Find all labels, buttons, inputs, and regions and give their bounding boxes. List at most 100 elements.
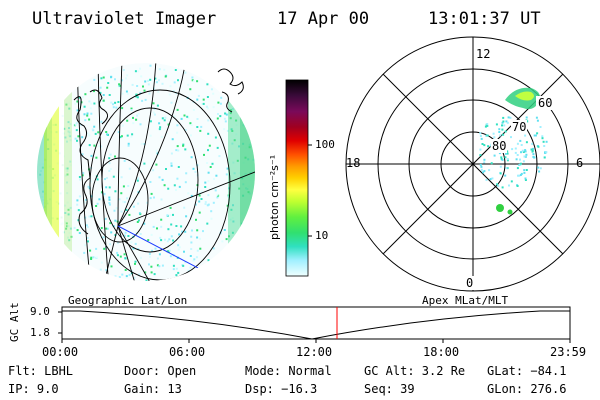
emission-speck: [149, 181, 152, 183]
emission-speck: [180, 117, 183, 120]
polar-emission: [479, 116, 548, 189]
emission-speck: [499, 134, 502, 137]
emission-speck: [140, 256, 142, 259]
emission-speck: [189, 255, 192, 257]
emission-speck: [100, 261, 103, 264]
emission-speck: [204, 186, 207, 188]
emission-speck: [531, 142, 534, 145]
emission-speck: [109, 168, 112, 170]
emission-speck: [89, 180, 92, 183]
emission-speck: [156, 104, 159, 107]
emission-speck: [106, 227, 109, 230]
emission-speck: [511, 148, 514, 151]
emission-speck: [216, 193, 219, 196]
emission-speck: [213, 178, 215, 180]
emission-speck: [83, 105, 86, 108]
emission-speck: [84, 119, 87, 122]
emission-speck: [182, 264, 185, 267]
emission-speck: [207, 180, 210, 183]
emission-speck: [502, 120, 505, 123]
emission-speck: [502, 116, 505, 119]
emission-speck: [226, 167, 229, 170]
emission-speck: [125, 209, 128, 211]
emission-speck: [198, 194, 201, 197]
emission-speck: [199, 129, 202, 132]
emission-speck: [216, 146, 219, 149]
emission-speck: [161, 117, 164, 120]
emission-speck: [83, 251, 86, 254]
emission-speck: [199, 247, 202, 250]
emission-speck: [196, 126, 199, 128]
emission-speck: [225, 113, 228, 116]
emission-speck: [166, 214, 169, 217]
emission-speck: [502, 133, 505, 136]
emission-speck: [95, 205, 98, 207]
emission-speck: [504, 130, 507, 133]
emission-speck: [86, 226, 89, 229]
mlt-label-0: 0: [466, 276, 474, 290]
emission-speck: [203, 153, 205, 156]
emission-speck: [480, 165, 483, 168]
emission-speck: [214, 187, 217, 190]
emission-speck: [126, 92, 129, 95]
emission-speck: [98, 227, 101, 230]
emission-speck: [150, 271, 153, 274]
emission-speck: [524, 177, 527, 180]
emission-speck: [138, 273, 140, 276]
emission-speck: [154, 113, 156, 116]
emission-speck: [486, 123, 489, 126]
emission-speck: [123, 159, 126, 162]
emission-speck: [178, 185, 181, 188]
emission-speck: [137, 177, 140, 180]
emission-speck: [119, 84, 122, 87]
emission-speck: [178, 246, 181, 249]
emission-speck: [196, 229, 199, 232]
emission-speck: [126, 74, 129, 77]
emission-speck: [163, 184, 166, 187]
emission-speck: [184, 261, 187, 264]
emission-speck: [510, 180, 513, 183]
emission-speck: [105, 177, 108, 179]
emission-speck: [210, 210, 213, 213]
mlt-label-6: 6: [576, 156, 584, 170]
emission-speck: [503, 124, 506, 127]
mlt-label-12: 12: [476, 47, 491, 61]
emission-speck: [480, 137, 483, 140]
emission-speck: [189, 266, 192, 269]
emission-speck: [115, 106, 118, 109]
emission-speck: [125, 77, 127, 80]
emission-speck: [218, 155, 221, 158]
emission-speck: [210, 88, 213, 91]
emission-speck: [215, 174, 218, 177]
emission-speck: [202, 230, 204, 233]
emission-speck: [98, 144, 101, 147]
emission-speck: [96, 178, 99, 181]
emission-speck: [130, 241, 133, 244]
emission-speck: [524, 134, 527, 137]
emission-speck: [120, 135, 123, 138]
emission-speck: [524, 149, 527, 152]
emission-speck: [120, 176, 123, 179]
emission-speck: [121, 273, 124, 276]
emission-speck: [140, 75, 143, 78]
info-mode: Mode: Normal: [245, 364, 332, 378]
emission-speck: [223, 128, 226, 131]
emission-speck: [486, 124, 489, 127]
emission-speck: [519, 163, 522, 166]
emission-speck: [134, 260, 137, 263]
observation-time: 13:01:37 UT: [428, 9, 541, 29]
emission-speck: [136, 114, 139, 117]
emission-speck: [198, 211, 201, 214]
emission-speck: [89, 107, 92, 110]
emission-speck: [113, 209, 116, 212]
emission-speck: [191, 79, 194, 82]
emission-speck: [117, 101, 120, 103]
emission-speck: [108, 202, 111, 204]
emission-speck: [105, 269, 108, 272]
emission-speck: [514, 147, 517, 150]
emission-speck: [539, 167, 542, 170]
emission-speck: [204, 203, 207, 205]
emission-speck: [204, 201, 207, 204]
emission-speck: [136, 179, 139, 182]
